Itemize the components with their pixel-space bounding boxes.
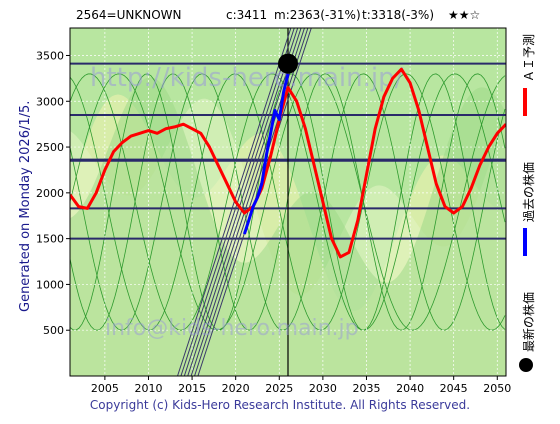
x-tick-label: 2025 bbox=[265, 382, 293, 395]
watermark-bottom: info@kids-hero.main.jp bbox=[105, 316, 359, 341]
trend-line bbox=[187, 28, 302, 376]
y-tick-label: 1500 bbox=[36, 233, 64, 246]
legend-past-swatch bbox=[523, 228, 527, 256]
legend-forecast-label: ＡＩ予測 bbox=[522, 33, 536, 82]
y-tick-label: 3500 bbox=[36, 49, 64, 62]
watermark-top: http://kids-hero.main.jp/ bbox=[90, 63, 404, 93]
x-tick-label: 2040 bbox=[396, 382, 424, 395]
past-series-line bbox=[242, 73, 290, 235]
header-target: t:3318(-3%) bbox=[362, 8, 435, 22]
generated-date-label: Generated on Monday 2026/1/5. bbox=[18, 100, 33, 312]
latest-price-marker bbox=[278, 53, 298, 74]
copyright: Copyright (c) Kids-Hero Research Institu… bbox=[89, 398, 471, 412]
y-tick-label: 1000 bbox=[36, 278, 64, 291]
y-tick-label: 2500 bbox=[36, 141, 64, 154]
forecast-series-line bbox=[70, 67, 506, 259]
plot-frame bbox=[69, 27, 507, 377]
y-tick-label: 500 bbox=[43, 324, 64, 337]
y-tick-label: 3000 bbox=[36, 95, 64, 108]
header-min: m:2363(-31%) bbox=[274, 8, 361, 22]
trend-line bbox=[183, 28, 299, 376]
header-stars: ★★☆ bbox=[448, 8, 481, 22]
x-tick-label: 2010 bbox=[134, 382, 162, 395]
header-ticker: 2564=UNKNOWN bbox=[76, 8, 182, 22]
x-tick-label: 2050 bbox=[483, 382, 511, 395]
legend-latest-label: 最新の株価 bbox=[522, 291, 536, 352]
level-lines bbox=[70, 28, 506, 376]
latest-marker-group bbox=[278, 53, 298, 74]
legend-past-label: 過去の株価 bbox=[522, 161, 536, 222]
x-tick-label: 2015 bbox=[178, 382, 206, 395]
trend-line bbox=[194, 28, 309, 376]
header-current: c:3411 bbox=[226, 8, 268, 22]
x-tick-label: 2020 bbox=[222, 382, 250, 395]
axes: 2005 2010 2015 2020 2025 2030 2035 2040 2045 2050… bbox=[36, 49, 511, 395]
x-tick-label: 2005 bbox=[91, 382, 119, 395]
x-tick-label: 2045 bbox=[440, 382, 468, 395]
legend-forecast-swatch bbox=[523, 88, 527, 116]
legend-latest-dot bbox=[519, 358, 533, 372]
series-group bbox=[70, 67, 506, 259]
y-tick-label: 2000 bbox=[36, 187, 64, 200]
x-tick-label: 2035 bbox=[352, 382, 380, 395]
x-tick-label: 2030 bbox=[309, 382, 337, 395]
